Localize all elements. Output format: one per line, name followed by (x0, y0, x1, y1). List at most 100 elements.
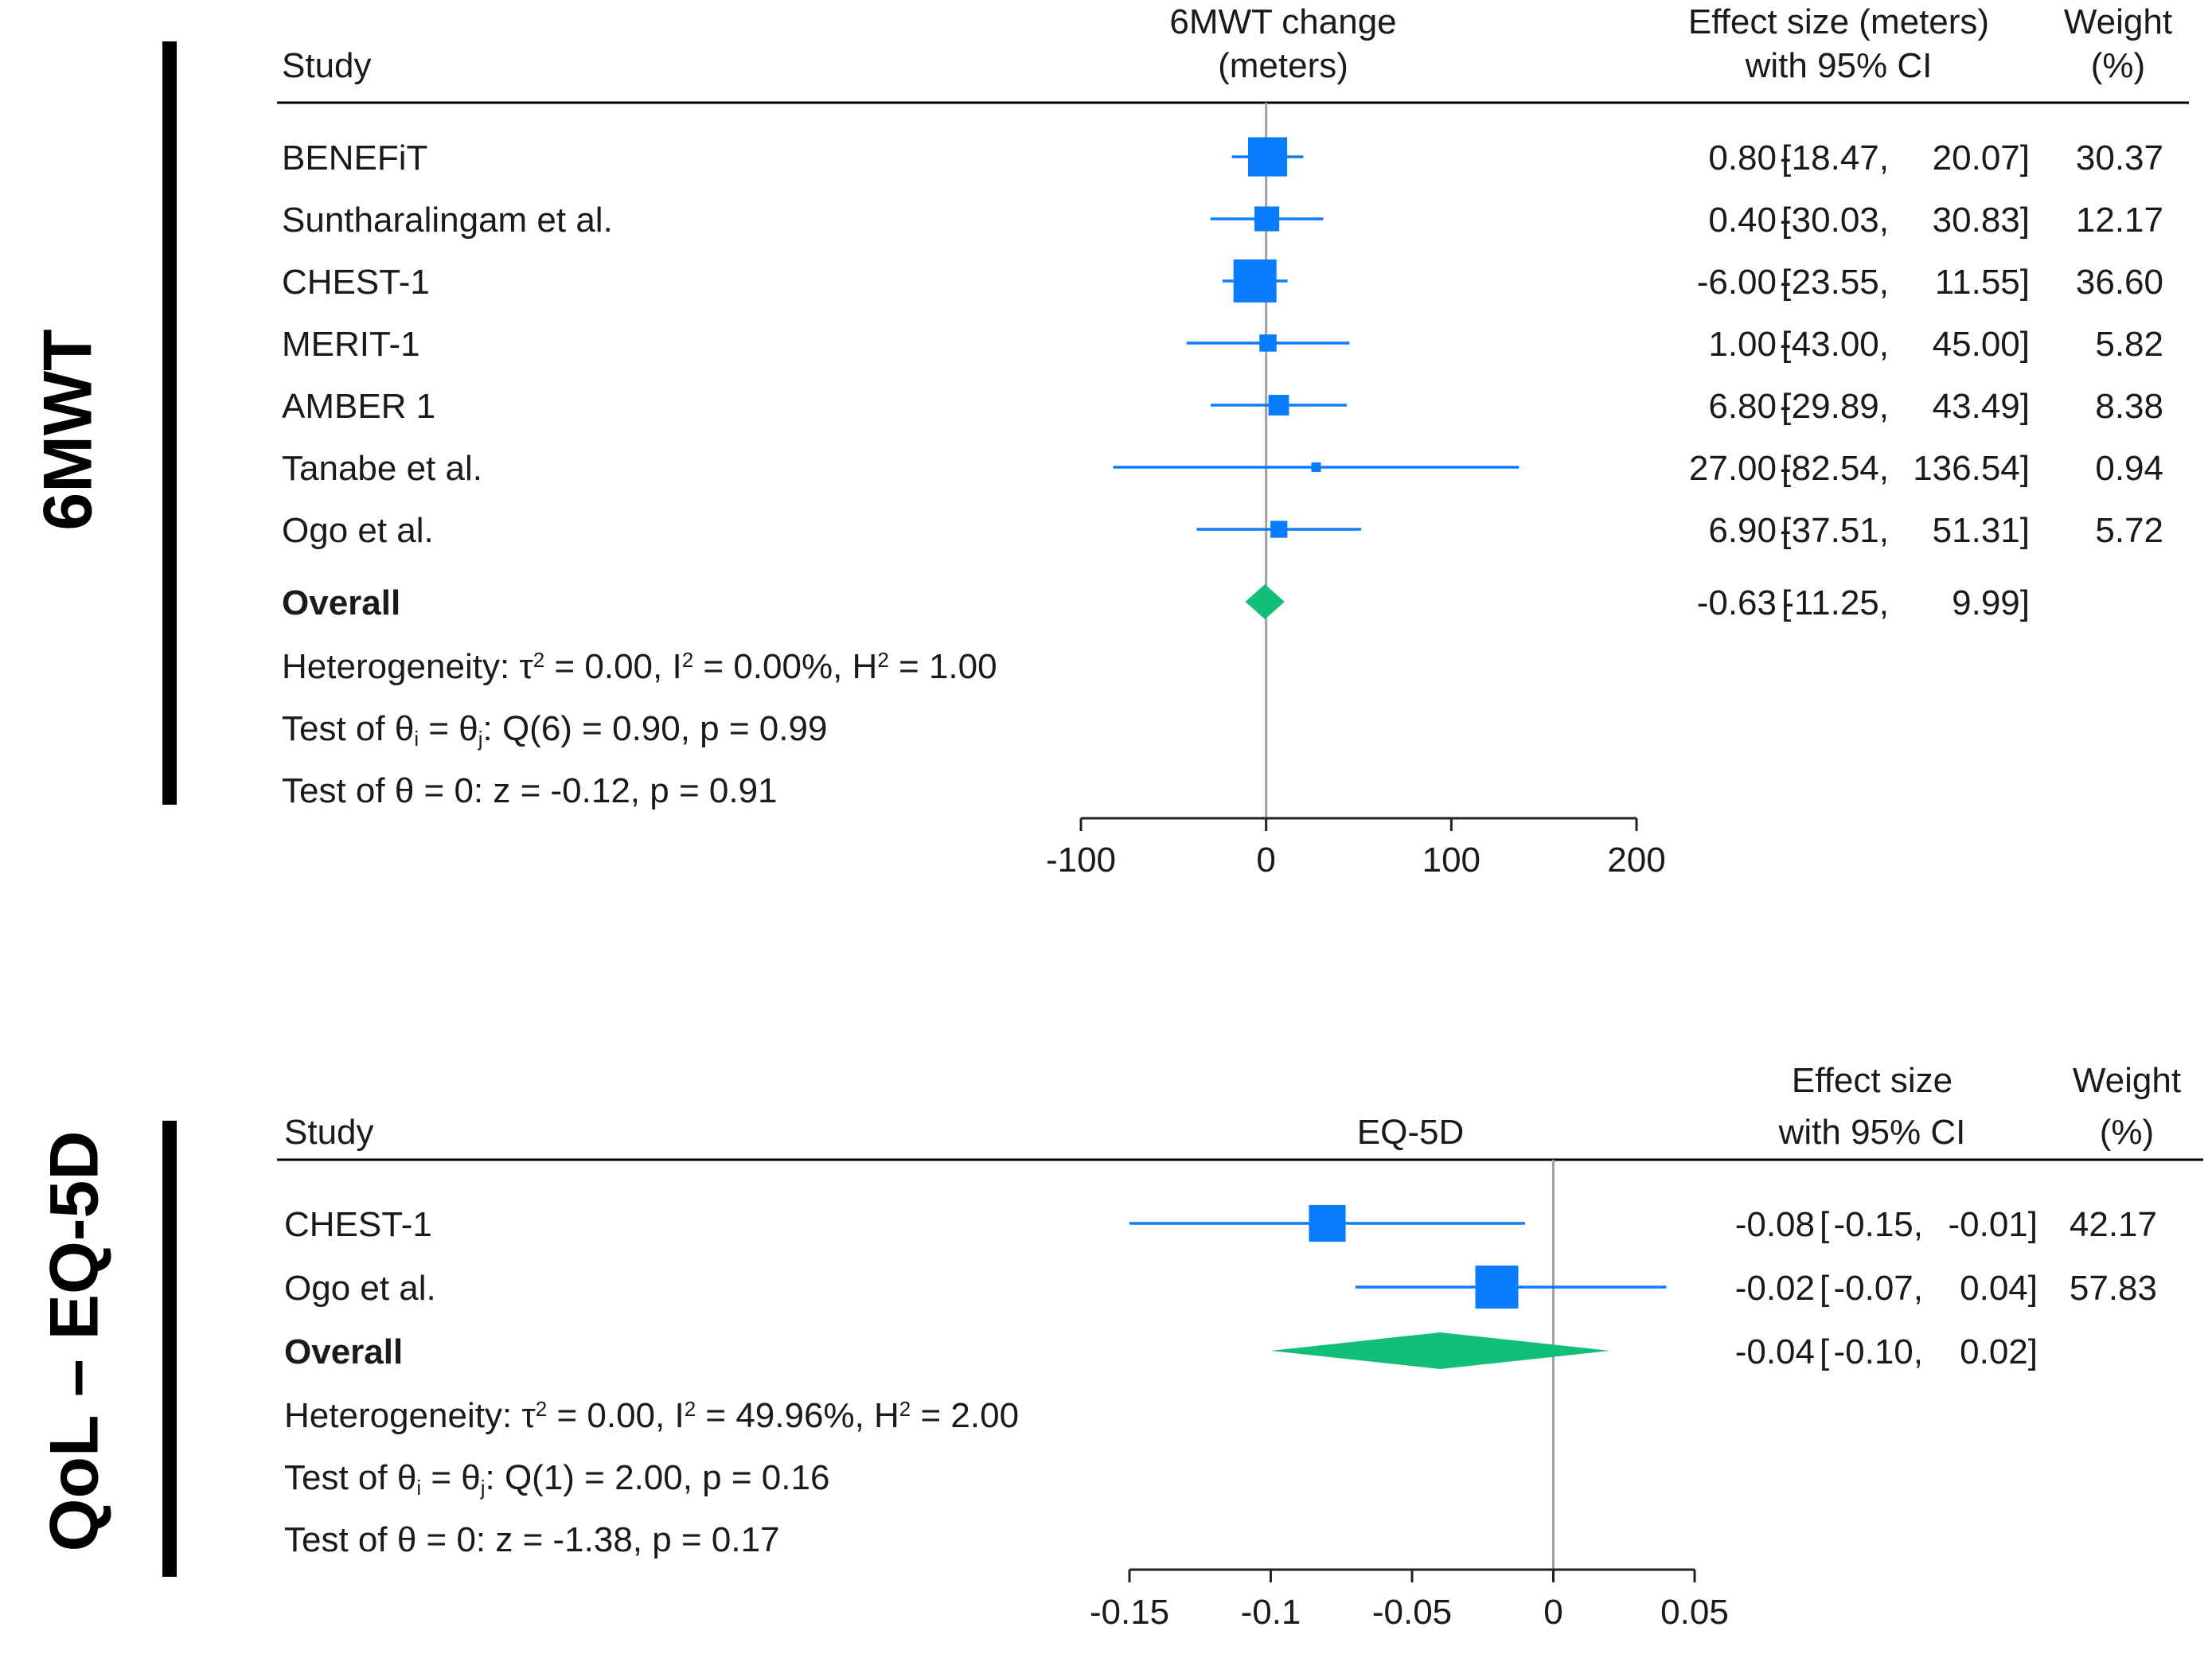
forest-panel-2: QoL – EQ-5D Study EQ-5D Effect size with 95%… (37, 1061, 2203, 1632)
ci-lower: -82.54, (1780, 449, 1889, 488)
header-weight-line1: Weight (2064, 2, 2172, 41)
x-tick-label: -0.15 (1090, 1593, 1169, 1632)
ci-open-bracket: [ (1820, 1269, 1829, 1308)
study-name: Ogo et al. (282, 511, 434, 550)
effect-estimate: 6.80 (1708, 387, 1777, 426)
x-tick-label: -0.1 (1241, 1593, 1301, 1632)
panel-label: 6MWT (30, 329, 107, 530)
ci-upper: 136.54] (1913, 449, 2030, 488)
ci-lower: -30.03, (1780, 201, 1889, 240)
ci-lower: -0.15, (1833, 1205, 1923, 1244)
effect-square (1270, 521, 1288, 538)
effect-square (1259, 334, 1277, 352)
header-effect-line2: with 95% CI (1745, 46, 1933, 85)
ci-open-bracket: [ (1820, 1332, 1829, 1371)
overall-diamond (1245, 584, 1285, 619)
header-study: Study (284, 1113, 374, 1152)
effect-square (1475, 1266, 1519, 1309)
ci-lower: -18.47, (1780, 138, 1889, 177)
study-row: Suntharalingam et al. 0.40 [-30.03, 30.83] 1… (282, 201, 2163, 240)
effect-square (1254, 206, 1280, 232)
x-tick-label: 0 (1543, 1593, 1562, 1632)
forest-panel-1: 6MWT Study 6MWT change (meters) Effect size … (30, 2, 2189, 880)
study-weight: 57.83 (2070, 1269, 2157, 1308)
ci-upper: 45.00] (1933, 325, 2030, 364)
study-row: MERIT-1 1.00 [-43.00, 45.00] 5.82 (282, 325, 2163, 364)
x-tick-label: 200 (1607, 841, 1665, 880)
study-name: Suntharalingam et al. (282, 201, 613, 240)
overall-row: Overall -0.63 [-11.25, 9.99] (282, 583, 2030, 622)
overall-ci-lower: -0.10, (1833, 1332, 1923, 1371)
ci-lower: -29.89, (1780, 387, 1889, 426)
study-row: CHEST-1 -0.08[-0.15, -0.01] 42.17 (284, 1204, 2157, 1244)
effect-estimate: -6.00 (1697, 263, 1777, 302)
overall-ci-upper: 0.02] (1960, 1332, 2038, 1371)
study-name: Tanabe et al. (282, 449, 482, 488)
effect-square (1268, 395, 1289, 415)
effect-estimate: 6.90 (1708, 511, 1777, 550)
overall-ci-lower: -11.25, (1782, 583, 1889, 622)
study-name: BENEFiT (282, 138, 427, 177)
header-plot-title-line1: 6MWT change (1169, 2, 1396, 41)
study-weight: 30.37 (2076, 138, 2163, 177)
header-plot-title-line2: (meters) (1218, 46, 1348, 85)
x-axis: -100 0 100 200 (1046, 817, 1666, 880)
study-name: CHEST-1 (284, 1205, 432, 1244)
study-name: MERIT-1 (282, 325, 420, 364)
ci-upper: 30.83] (1933, 201, 2030, 240)
overall-label: Overall (284, 1332, 403, 1371)
effect-square (1233, 259, 1277, 302)
ci-lower: -37.51, (1780, 511, 1889, 550)
ci-upper: -0.01] (1948, 1205, 2038, 1244)
study-name: CHEST-1 (282, 263, 430, 302)
overall-label: Overall (282, 583, 400, 622)
study-weight: 5.82 (2095, 325, 2163, 364)
overall-ci-upper: 9.99] (1952, 583, 2030, 622)
study-row: CHEST-1 -6.00 [-23.55, 11.55] 36.60 (282, 259, 2163, 302)
effect-square (1247, 137, 1288, 177)
header-study: Study (282, 46, 372, 85)
x-tick-label: 0.05 (1660, 1593, 1729, 1632)
ci-open-bracket: [ (1781, 511, 1791, 550)
study-weight: 8.38 (2095, 387, 2163, 426)
ci-open-bracket: [ (1781, 449, 1791, 488)
header-plot-title: EQ-5D (1357, 1113, 1464, 1152)
ci-open-bracket: [ (1781, 325, 1791, 364)
overall-diamond (1270, 1332, 1610, 1369)
ci-upper: 11.55] (1935, 263, 2030, 302)
ci-open-bracket: [ (1820, 1205, 1829, 1244)
study-weight: 0.94 (2095, 449, 2163, 488)
ci-upper: 20.07] (1933, 138, 2030, 177)
effect-estimate: 1.00 (1708, 325, 1777, 364)
overall-row: Overall -0.04[-0.10, 0.02] (284, 1332, 2038, 1371)
panel-label: QoL – EQ-5D (37, 1131, 113, 1552)
effect-estimate: -0.08 (1735, 1205, 1815, 1244)
effect-square (1311, 462, 1321, 472)
effect-estimate: -0.02 (1735, 1269, 1815, 1308)
study-row: Tanabe et al. 27.00 [-82.54, 136.54] 0.94 (282, 449, 2163, 488)
header-effect-line2: with 95% CI (1778, 1113, 1966, 1152)
study-weight: 12.17 (2076, 201, 2163, 240)
test-zero-text: Test of θ = 0: z = -0.12, p = 0.91 (282, 771, 778, 810)
ci-open-bracket: [ (1781, 387, 1791, 426)
study-weight: 5.72 (2095, 511, 2163, 550)
overall-estimate: -0.63 (1697, 583, 1777, 622)
header-weight-line2: (%) (2091, 46, 2145, 85)
test-equal-text: Test of θi = θj: Q(6) = 0.90, p = 0.99 (282, 709, 827, 751)
heterogeneity-text: Heterogeneity: τ2 = 0.00, I2 = 0.00%, H2… (282, 647, 997, 686)
ci-upper: 51.31] (1933, 511, 2030, 550)
test-equal-text: Test of θi = θj: Q(1) = 2.00, p = 0.16 (284, 1458, 829, 1500)
study-name: Ogo et al. (284, 1269, 436, 1308)
ci-open-bracket: [ (1781, 263, 1791, 302)
x-tick-label: 0 (1256, 841, 1275, 880)
x-tick-label: -0.05 (1372, 1593, 1452, 1632)
ci-open-bracket: [ (1781, 201, 1791, 240)
study-row: Ogo et al. 6.90 [-37.51, 51.31] 5.72 (282, 511, 2163, 550)
effect-estimate: 27.00 (1689, 449, 1777, 488)
ci-open-bracket: [ (1781, 583, 1791, 622)
effect-square (1309, 1204, 1346, 1242)
study-row: AMBER 1 6.80 [-29.89, 43.49] 8.38 (282, 387, 2163, 426)
ci-lower: -23.55, (1780, 263, 1889, 302)
study-row: BENEFiT 0.80 [-18.47, 20.07] 30.37 (282, 137, 2163, 177)
